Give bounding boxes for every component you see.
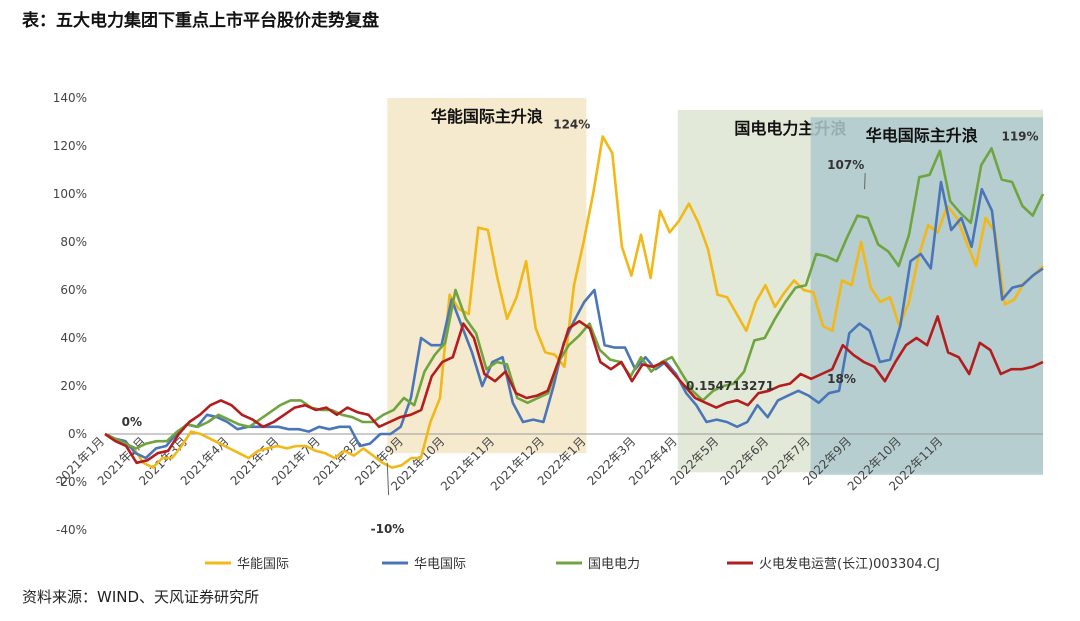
y-tick-label: -20% <box>56 475 87 489</box>
y-tick-label: 140% <box>53 91 87 105</box>
shaded-region-label-0: 华能国际主升浪 <box>431 107 543 126</box>
y-tick-label: 100% <box>53 187 87 201</box>
legend: 华能国际 华电国际 国电电力 火电发电运营(长江)003304.CJ <box>205 556 940 572</box>
legend-item: 国电电力 <box>588 557 640 572</box>
y-tick-label: 0% <box>68 427 87 441</box>
legend-item: 华电国际 <box>414 557 466 572</box>
y-tick-label: -40% <box>56 523 87 537</box>
series-line-2 <box>104 147 1045 450</box>
data-label: 107% <box>827 158 864 172</box>
annotation-leader <box>386 462 390 496</box>
data-label: 18% <box>827 372 856 386</box>
series-line-3 <box>104 315 1044 465</box>
legend-item: 华能国际 <box>237 557 289 572</box>
y-tick-label: 120% <box>53 139 87 153</box>
y-tick-label: 20% <box>60 379 87 393</box>
annotation-leader <box>864 173 866 190</box>
y-tick-label: 80% <box>60 235 87 249</box>
data-label: -10% <box>371 522 405 536</box>
legend-item: 火电发电运营(长江)003304.CJ <box>759 556 940 572</box>
data-label: 124% <box>553 117 590 131</box>
page-title: 表：五大电力集团下重点上市平台股价走势复盘 <box>22 11 379 31</box>
shaded-region-label-2: 华电国际主升浪 <box>866 126 978 145</box>
shaded-region-0 <box>387 98 587 454</box>
series-lines <box>104 135 1045 469</box>
source-note: 资料来源：WIND、天风证券研究所 <box>22 588 260 606</box>
data-label: 0% <box>122 415 142 429</box>
y-tick-label: 40% <box>60 331 87 345</box>
data-label: 0.154713271 <box>686 379 774 393</box>
series-line-0 <box>104 135 1044 469</box>
y-tick-label: 60% <box>60 283 87 297</box>
y-axis: -40% -20% 0% 20% 40% 60% 80% 100% 120% 140% <box>53 91 87 537</box>
data-label: 119% <box>1001 129 1038 143</box>
annotations: 0% 124% -10% 0.154713271 18% 107% 119% <box>122 117 1039 536</box>
